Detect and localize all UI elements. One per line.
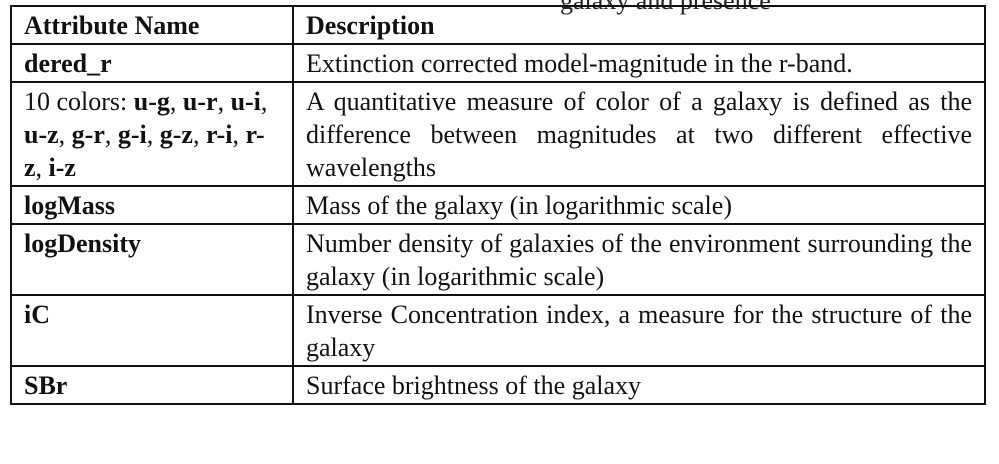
- description-cell: A quantitative measure of color of a gal…: [292, 81, 986, 187]
- table-row: dered_r Extinction corrected model-magni…: [10, 43, 986, 83]
- color-name: g-i: [117, 120, 147, 149]
- color-name: i-z: [48, 153, 76, 182]
- color-name: g-r: [71, 120, 105, 149]
- table-row: 10 colors: u-g, u-r, u-i, u-z, g-r, g-i,…: [10, 81, 986, 187]
- attribute-cell: logDensity: [10, 223, 294, 296]
- header-description: Description: [292, 5, 986, 45]
- table-row: logMass Mass of the galaxy (in logarithm…: [10, 185, 986, 225]
- color-name: u-z: [24, 120, 59, 149]
- color-name: u-i: [230, 87, 261, 116]
- table-header-row: Attribute Name Description: [10, 5, 986, 45]
- attribute-table: Attribute Name Description dered_r Extin…: [10, 5, 986, 405]
- table-row: iC Inverse Concentration index, a measur…: [10, 294, 986, 367]
- header-attribute-name: Attribute Name: [10, 5, 294, 45]
- description-cell: Extinction corrected model-magnitude in …: [292, 43, 986, 83]
- attribute-name: logMass: [24, 191, 115, 220]
- attribute-cell: dered_r: [10, 43, 294, 83]
- attribute-name: dered_r: [24, 49, 112, 78]
- color-name: r-i: [205, 120, 233, 149]
- color-name: r-z: [24, 120, 265, 182]
- attribute-cell: SBr: [10, 365, 294, 405]
- color-name: u-r: [182, 87, 218, 116]
- color-name: u-g: [133, 87, 170, 116]
- attribute-name: iC: [24, 300, 50, 329]
- table-row: logDensity Number density of galaxies of…: [10, 223, 986, 296]
- attribute-prefix: 10 colors:: [24, 87, 134, 116]
- attribute-name: logDensity: [24, 229, 141, 258]
- description-cell: Number density of galaxies of the enviro…: [292, 223, 986, 296]
- table-row: SBr Surface brightness of the galaxy: [10, 365, 986, 405]
- attribute-cell: iC: [10, 294, 294, 367]
- attribute-cell: logMass: [10, 185, 294, 225]
- attribute-cell: 10 colors: u-g, u-r, u-i, u-z, g-r, g-i,…: [10, 81, 294, 187]
- description-cell: Surface brightness of the galaxy: [292, 365, 986, 405]
- attribute-name: SBr: [24, 371, 68, 400]
- color-name: g-z: [159, 120, 193, 149]
- description-cell: Mass of the galaxy (in logarithmic scale…: [292, 185, 986, 225]
- description-cell: Inverse Concentration index, a measure f…: [292, 294, 986, 367]
